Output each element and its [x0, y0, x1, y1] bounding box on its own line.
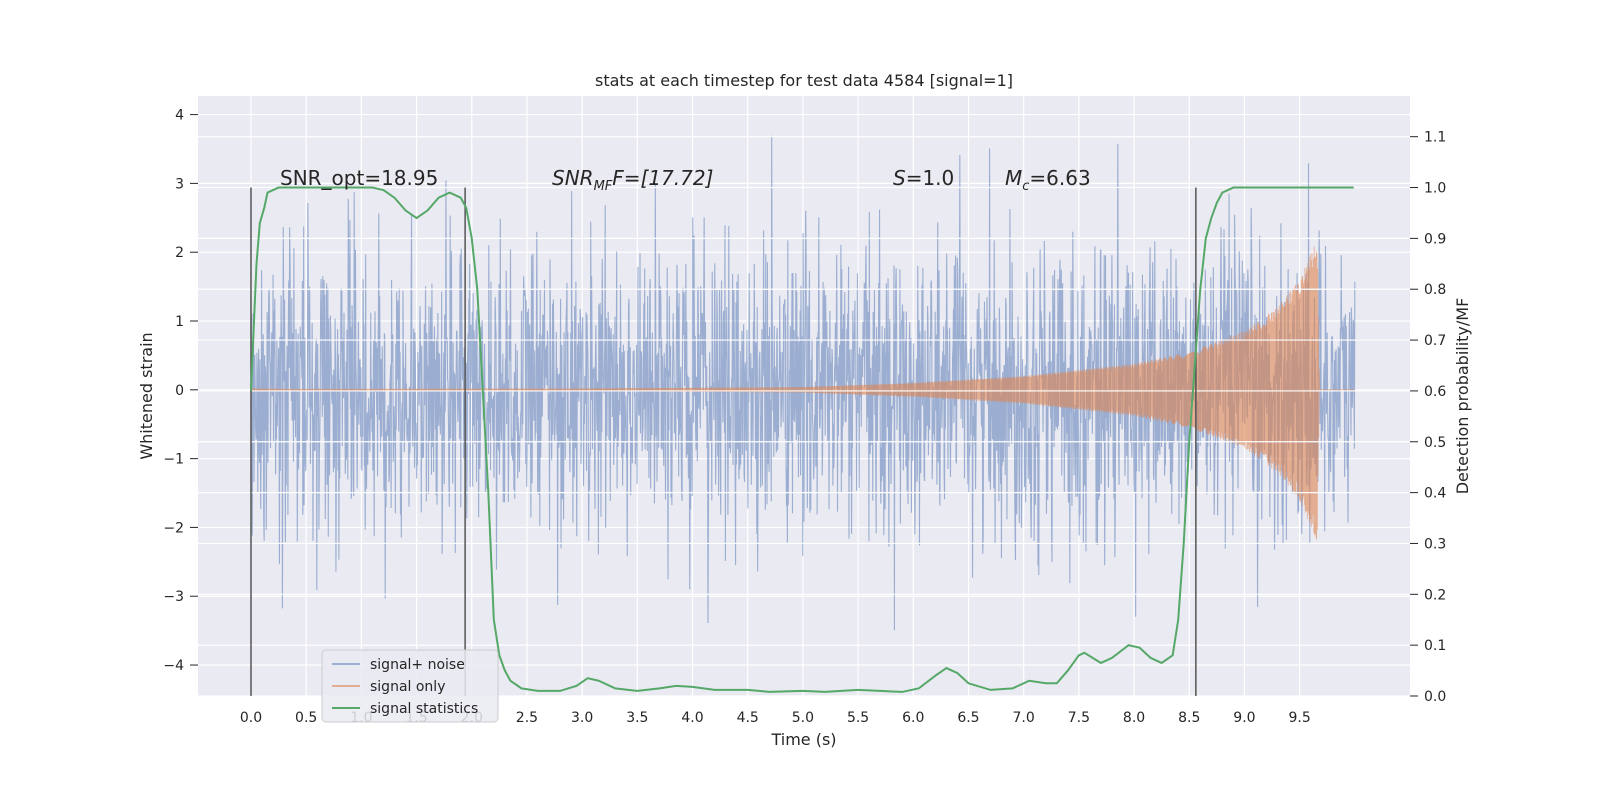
y2-tick-label-6: 0.6 [1424, 384, 1446, 400]
legend-label-signal-only: signal only [370, 679, 445, 695]
y-tick-label-7: 3 [175, 176, 184, 192]
annotation-s: S=1.0 [893, 166, 954, 190]
y-tick-label-3: −1 [163, 452, 184, 468]
statistics-line [249, 186, 1354, 693]
y2-tick-label-5: 0.5 [1424, 435, 1446, 451]
y-axis-ticks: −4 −3 −2 −1 0 1 2 3 4 [163, 108, 198, 674]
x-tick-label-0: 0.0 [240, 710, 262, 726]
y-tick-label-1: −3 [163, 589, 184, 605]
y2-tick-label-3: 0.3 [1424, 536, 1446, 552]
y-axis-label: Whitened strain [137, 332, 156, 459]
y2-tick-label-0: 0.0 [1424, 689, 1446, 705]
grid-horizontal-overlay [198, 136, 1410, 697]
x-tick-label-1: 0.5 [295, 710, 317, 726]
x-tick-label-7: 3.5 [626, 710, 648, 726]
y-tick-label-6: 2 [175, 245, 184, 261]
x-tick-label-11: 5.5 [847, 710, 869, 726]
legend-box [321, 649, 499, 723]
y2-tick-label-9: 0.9 [1424, 231, 1446, 247]
legend-label-signal-statistics: signal statistics [370, 701, 478, 717]
y-tick-label-0: −4 [163, 658, 184, 674]
chirp-line [250, 246, 1355, 540]
annotation-mc-label: M [1005, 166, 1022, 190]
noise-line [250, 135, 1356, 631]
x-tick-label-14: 7.0 [1013, 710, 1035, 726]
y2-tick-label-2: 0.2 [1424, 587, 1446, 603]
y2-tick-label-4: 0.4 [1424, 486, 1446, 502]
annotation-mc-value: =6.63 [1029, 166, 1090, 190]
annotation-snr-mf-rest: F=[17.72] [612, 166, 713, 190]
y2-axis-label: Detection probability/MF [1453, 298, 1472, 495]
x-tick-label-10: 5.0 [792, 710, 814, 726]
x-tick-label-15: 7.5 [1068, 710, 1090, 726]
vertical-markers [250, 187, 1197, 696]
y2-tick-label-8: 0.8 [1424, 282, 1446, 298]
y-tick-label-5: 1 [175, 314, 184, 330]
annotation-snr-mf: SNRMFF=[17.72] [552, 166, 713, 194]
legend-label-signal-plus-noise: signal+ noise [370, 657, 465, 673]
x-tick-label-12: 6.0 [902, 710, 924, 726]
x-tick-label-17: 8.5 [1178, 710, 1200, 726]
x-tick-label-6: 3.0 [571, 710, 593, 726]
annotation-mc-subscript: c [1022, 179, 1029, 194]
series-signal-plus-noise [250, 135, 1356, 631]
series-signal-statistics [249, 186, 1354, 693]
y-tick-label-2: −2 [163, 520, 184, 536]
x-axis-label: Time (s) [770, 730, 836, 749]
y-tick-label-4: 0 [175, 383, 184, 399]
x-tick-label-19: 9.5 [1288, 710, 1310, 726]
y2-tick-label-10: 1.0 [1424, 181, 1446, 197]
annotation-s-label: S [893, 166, 906, 190]
annotation-snr-mf-subscript: MF [594, 179, 613, 194]
y2-axis-ticks: 0.0 0.1 0.2 0.3 0.4 0.5 0.6 0.7 0.8 0.9 1.0 1.1 [1410, 130, 1446, 705]
annotation-snr-opt: SNR_opt=18.95 [280, 166, 438, 190]
x-tick-label-9: 4.5 [737, 710, 759, 726]
y2-tick-label-1: 0.1 [1424, 638, 1446, 654]
series-signal-only [250, 246, 1355, 540]
y-tick-label-8: 4 [175, 108, 184, 124]
y2-tick-label-11: 1.1 [1424, 130, 1446, 146]
x-tick-label-8: 4.0 [681, 710, 703, 726]
x-tick-label-18: 9.0 [1233, 710, 1255, 726]
y2-tick-label-7: 0.7 [1424, 333, 1446, 349]
annotation-s-value: =1.0 [906, 166, 955, 190]
x-tick-label-5: 2.5 [516, 710, 538, 726]
annotation-snr-mf-prefix: SNR [552, 166, 594, 190]
annotation-mc: Mc=6.63 [1005, 166, 1091, 194]
chart-title: stats at each timestep for test data 458… [595, 71, 1013, 90]
x-tick-label-16: 8.0 [1123, 710, 1145, 726]
legend: signal+ noise signal only signal statist… [321, 649, 499, 723]
x-tick-label-13: 6.5 [957, 710, 979, 726]
